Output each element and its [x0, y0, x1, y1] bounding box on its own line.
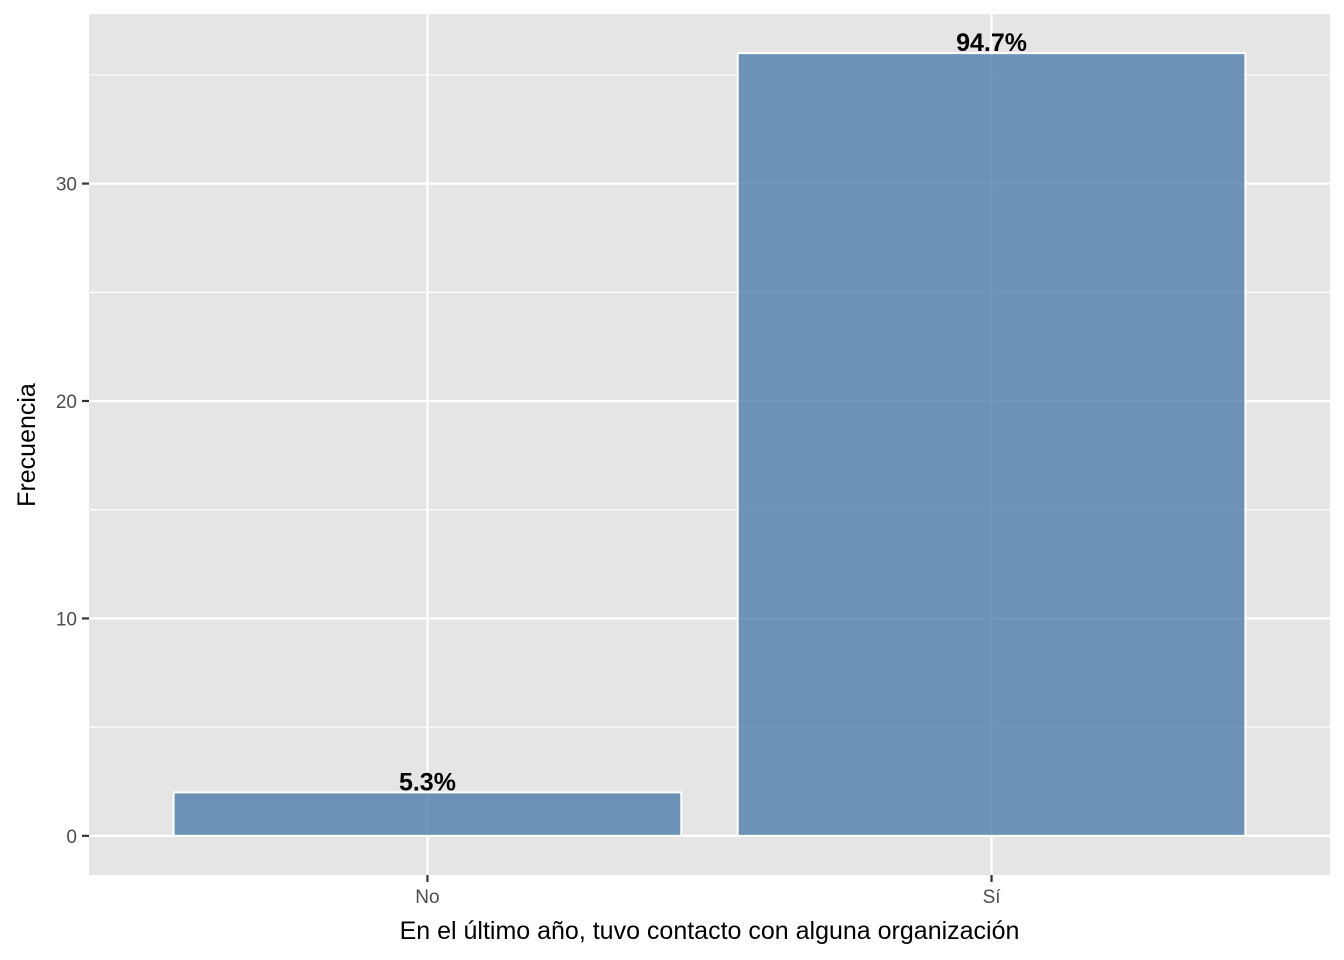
data-label: 94.7% [956, 29, 1027, 57]
y-axis: 0 10 20 30 [56, 175, 89, 848]
bars [172, 52, 1247, 837]
x-tick-label: Sí [983, 887, 1002, 908]
x-axis: No Sí [415, 875, 1001, 908]
y-axis-title: Frecuencia [13, 383, 41, 507]
y-tick-label: 0 [66, 827, 77, 848]
x-tick-label: No [415, 887, 439, 908]
y-tick-label: 20 [56, 392, 77, 413]
x-axis-title: En el último año, tuvo contacto con algu… [400, 917, 1020, 945]
data-label: 5.3% [399, 768, 456, 796]
data-labels: 5.3% 94.7% [399, 29, 1027, 796]
y-tick-label: 30 [56, 175, 77, 196]
bar [172, 791, 683, 837]
bar [736, 52, 1247, 837]
y-tick-label: 10 [56, 609, 77, 630]
